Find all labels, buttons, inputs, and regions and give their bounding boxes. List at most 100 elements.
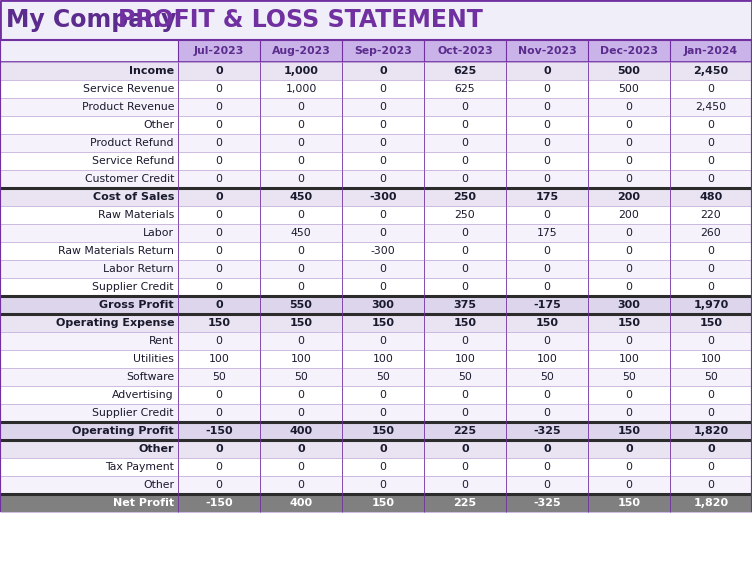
Text: 625: 625 [453, 66, 477, 76]
Text: 0: 0 [216, 120, 223, 130]
Text: 400: 400 [290, 498, 313, 508]
Text: 0: 0 [543, 66, 550, 76]
Text: 0: 0 [543, 444, 550, 454]
Text: 0: 0 [708, 84, 714, 94]
Text: Operating Profit: Operating Profit [72, 426, 174, 436]
Text: 150: 150 [208, 318, 231, 328]
Text: 0: 0 [626, 480, 632, 490]
Text: 550: 550 [290, 300, 312, 310]
Text: 0: 0 [462, 120, 468, 130]
Text: Sep-2023: Sep-2023 [354, 46, 412, 56]
Bar [0, 242, 752, 260]
Text: Product Refund: Product Refund [90, 138, 174, 148]
Text: 0: 0 [626, 174, 632, 184]
Bar [0, 188, 752, 206]
Text: 0: 0 [462, 408, 468, 418]
Text: -175: -175 [533, 300, 561, 310]
Text: 260: 260 [701, 228, 721, 238]
Text: 0: 0 [462, 102, 468, 112]
Text: 50: 50 [458, 372, 472, 382]
Text: 0: 0 [298, 408, 305, 418]
Text: 0: 0 [626, 246, 632, 256]
Bar [0, 494, 752, 512]
Text: 450: 450 [290, 228, 311, 238]
Text: 2,450: 2,450 [693, 66, 729, 76]
Text: Jul-2023: Jul-2023 [194, 46, 244, 56]
Text: 225: 225 [453, 426, 477, 436]
Bar [0, 224, 752, 242]
Bar [0, 458, 752, 476]
Text: 0: 0 [462, 264, 468, 274]
Text: 0: 0 [298, 102, 305, 112]
Text: 100: 100 [537, 354, 557, 364]
Text: 0: 0 [380, 120, 387, 130]
Text: 0: 0 [216, 210, 223, 220]
Text: 0: 0 [216, 390, 223, 400]
Text: 0: 0 [544, 84, 550, 94]
Text: Product Revenue: Product Revenue [81, 102, 174, 112]
Bar [0, 476, 752, 494]
Text: Aug-2023: Aug-2023 [271, 46, 330, 56]
Text: 0: 0 [544, 462, 550, 472]
Text: 0: 0 [544, 102, 550, 112]
Text: Service Refund: Service Refund [92, 156, 174, 166]
Text: 0: 0 [216, 282, 223, 292]
Text: 0: 0 [544, 120, 550, 130]
Text: 0: 0 [298, 174, 305, 184]
Text: 100: 100 [208, 354, 229, 364]
Text: 0: 0 [215, 66, 223, 76]
Text: 100: 100 [619, 354, 639, 364]
Text: 0: 0 [462, 462, 468, 472]
Text: 0: 0 [298, 336, 305, 346]
Bar [0, 368, 752, 386]
Text: Supplier Credit: Supplier Credit [92, 282, 174, 292]
Text: 0: 0 [544, 408, 550, 418]
Text: 0: 0 [216, 408, 223, 418]
Text: 0: 0 [625, 444, 633, 454]
Text: 0: 0 [544, 264, 550, 274]
Text: 0: 0 [379, 444, 387, 454]
Text: 300: 300 [371, 300, 395, 310]
Text: 0: 0 [216, 138, 223, 148]
Text: 0: 0 [544, 210, 550, 220]
Text: PROFIT & LOSS STATEMENT: PROFIT & LOSS STATEMENT [118, 8, 483, 32]
Bar [0, 440, 752, 458]
Text: 0: 0 [380, 138, 387, 148]
Text: 375: 375 [453, 300, 477, 310]
Text: 1,000: 1,000 [285, 84, 317, 94]
Text: 0: 0 [216, 174, 223, 184]
Bar [0, 314, 752, 332]
Text: 150: 150 [535, 318, 559, 328]
Text: 50: 50 [540, 372, 554, 382]
Text: 400: 400 [290, 426, 313, 436]
Text: 50: 50 [622, 372, 636, 382]
Text: 0: 0 [708, 462, 714, 472]
Text: Software: Software [126, 372, 174, 382]
Text: 0: 0 [708, 246, 714, 256]
Text: Labor Return: Labor Return [103, 264, 174, 274]
Text: Cost of Sales: Cost of Sales [92, 192, 174, 202]
Text: Service Revenue: Service Revenue [83, 84, 174, 94]
Text: 0: 0 [380, 480, 387, 490]
Text: 0: 0 [544, 336, 550, 346]
Text: 0: 0 [462, 282, 468, 292]
Text: 0: 0 [216, 264, 223, 274]
Bar [0, 40, 178, 62]
Text: 0: 0 [216, 156, 223, 166]
Text: 0: 0 [708, 120, 714, 130]
Text: 150: 150 [371, 318, 395, 328]
Text: 0: 0 [298, 462, 305, 472]
Text: 0: 0 [298, 390, 305, 400]
Text: 0: 0 [216, 228, 223, 238]
Text: 220: 220 [701, 210, 721, 220]
Text: My Company: My Company [6, 8, 185, 32]
Text: 250: 250 [453, 192, 477, 202]
Text: 150: 150 [371, 426, 395, 436]
Text: 0: 0 [626, 138, 632, 148]
Text: 0: 0 [626, 228, 632, 238]
Bar [0, 404, 752, 422]
Text: Net Profit: Net Profit [113, 498, 174, 508]
Text: 0: 0 [462, 156, 468, 166]
Text: 0: 0 [544, 174, 550, 184]
Text: 0: 0 [708, 282, 714, 292]
